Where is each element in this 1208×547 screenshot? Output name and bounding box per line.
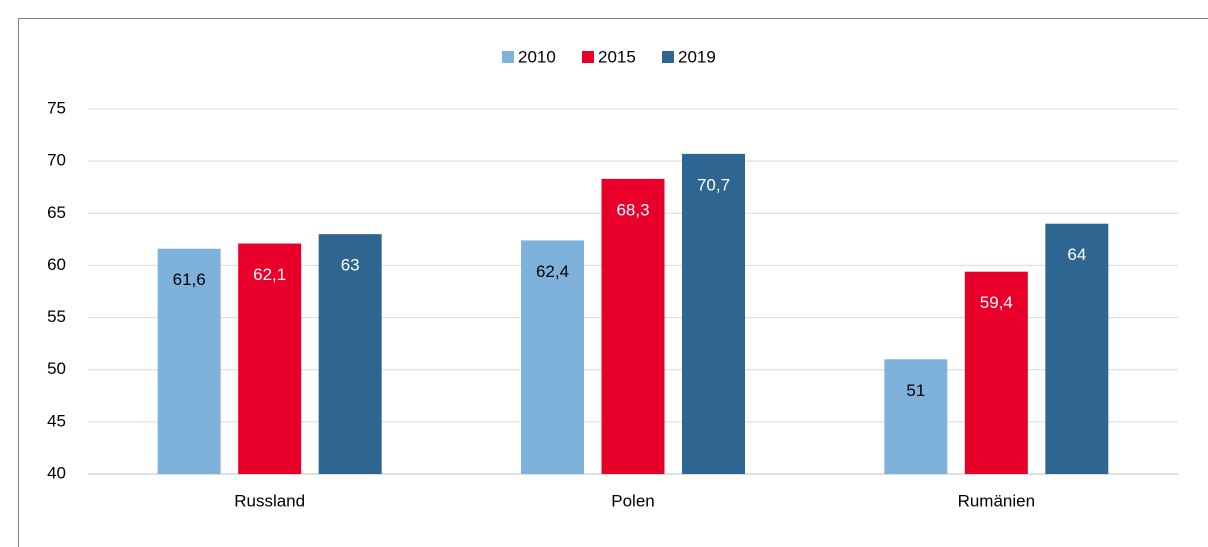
- data-label: 59,4: [980, 293, 1013, 312]
- bar: [682, 153, 745, 475]
- y-tick-label: 75: [47, 98, 66, 117]
- data-label: 62,4: [536, 262, 569, 281]
- legend-swatch: [662, 51, 674, 63]
- bar: [157, 248, 221, 474]
- y-tick-label: 60: [47, 255, 66, 274]
- bar: [238, 243, 302, 474]
- data-label: 61,6: [173, 270, 206, 289]
- data-label: 63: [341, 256, 360, 275]
- y-tick-label: 40: [47, 463, 66, 482]
- legend-label: 2019: [678, 47, 716, 66]
- y-tick-label: 50: [47, 359, 66, 378]
- bar: [318, 234, 382, 474]
- y-tick-label: 70: [47, 151, 66, 170]
- x-tick-label: Polen: [611, 491, 654, 510]
- data-label: 51: [906, 381, 925, 400]
- data-label: 62,1: [253, 265, 286, 284]
- legend-label: 2010: [518, 47, 556, 66]
- bar: [521, 240, 584, 474]
- x-tick-label: Rumänien: [958, 491, 1036, 510]
- y-tick-label: 45: [47, 411, 66, 430]
- chart-frame: [18, 18, 1208, 547]
- bar: [964, 271, 1028, 474]
- legend-swatch: [582, 51, 594, 63]
- y-tick-label: 65: [47, 203, 66, 222]
- bar: [1045, 223, 1109, 474]
- data-label: 64: [1067, 245, 1086, 264]
- bar: [884, 359, 948, 474]
- data-label: 70,7: [697, 175, 730, 194]
- x-tick-label: Russland: [234, 491, 305, 510]
- legend-label: 2015: [598, 47, 636, 66]
- bar: [601, 178, 665, 474]
- data-label: 68,3: [616, 200, 649, 219]
- y-tick-label: 55: [47, 307, 66, 326]
- legend-swatch: [502, 51, 514, 63]
